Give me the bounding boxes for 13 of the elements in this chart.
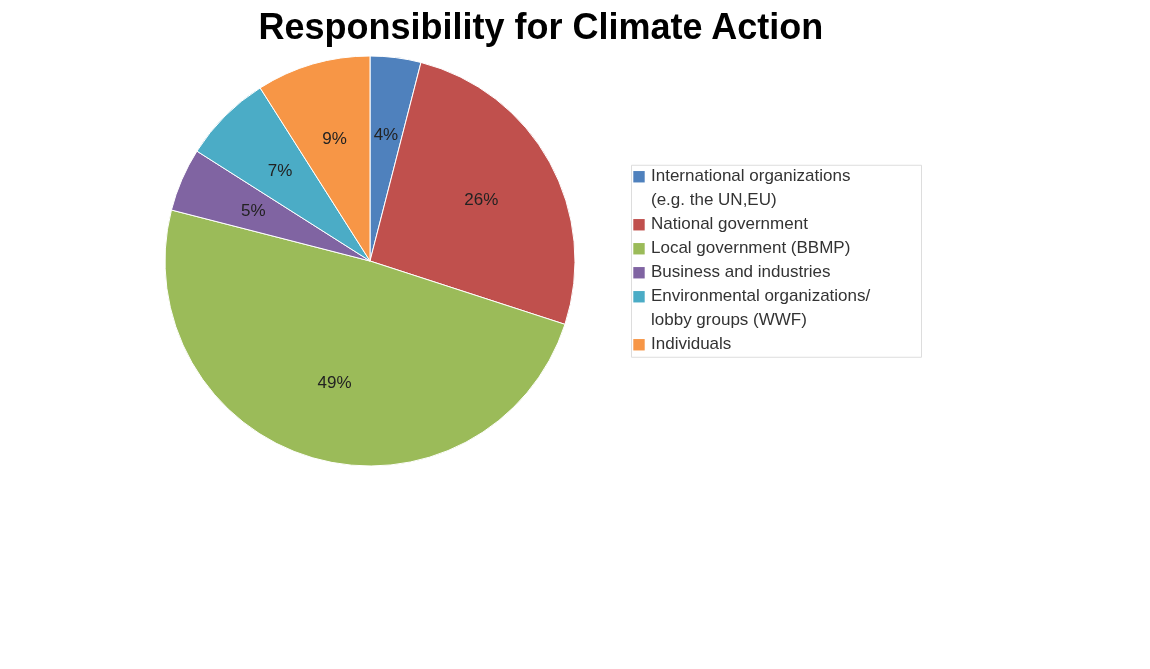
data-label: 5%	[241, 200, 266, 220]
legend-label: Individuals	[651, 333, 732, 353]
legend-label: National government	[651, 213, 809, 233]
data-label: 4%	[373, 124, 399, 144]
data-label: 26%	[464, 189, 499, 209]
data-label: 7%	[267, 161, 293, 181]
legend-label: Local government (BBMP)	[651, 237, 851, 257]
data-label: 49%	[317, 373, 352, 393]
legend-label: Environmental organizations/ lobby groups (WWF)	[651, 285, 871, 329]
legend-label: International organizations (e.g. the UN,EU)	[651, 165, 851, 209]
chart-title: Responsibility for Climate Action	[258, 6, 824, 47]
data-label: 9%	[322, 128, 347, 148]
legend-label: Business and industries	[651, 261, 831, 281]
